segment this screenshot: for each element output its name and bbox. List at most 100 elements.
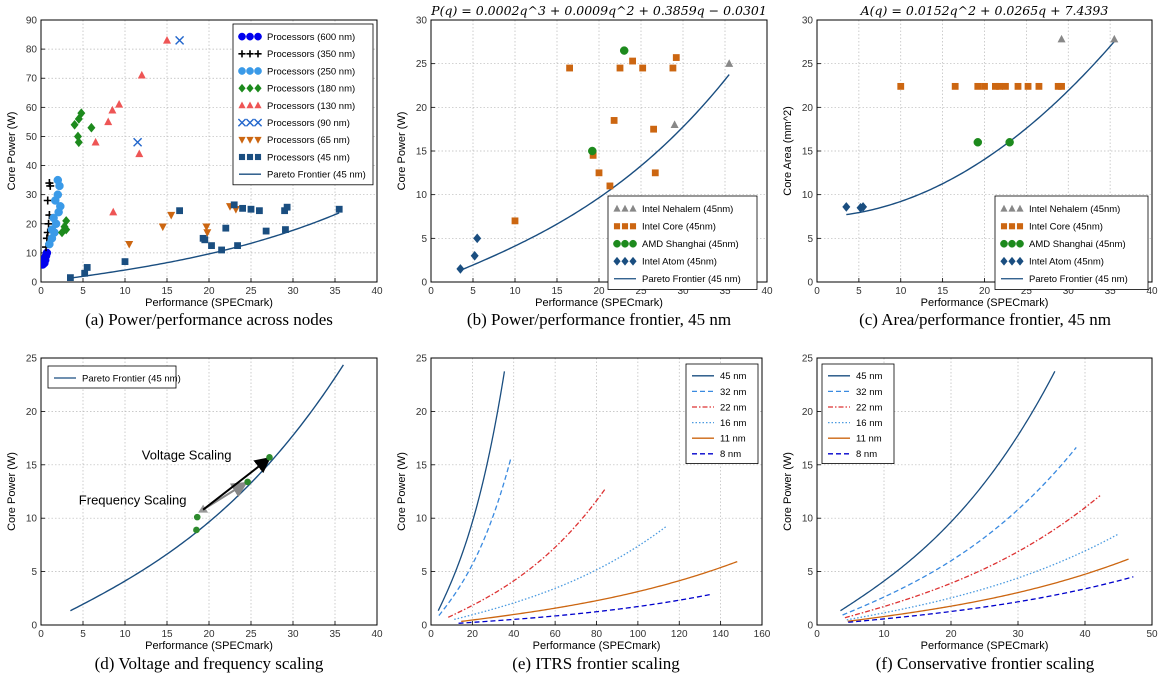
legend-label: Pareto Frontier (45 nm) [267, 170, 366, 181]
legend-marker [254, 153, 262, 161]
legend-marker [1008, 223, 1016, 230]
data-point [121, 258, 129, 266]
legend-label: AMD Shanghai (45nm) [1029, 239, 1126, 250]
series-line-45-nm [437, 371, 506, 611]
legend-marker [238, 50, 246, 58]
legend-label: 11 nm [720, 434, 746, 445]
legend-label: AMD Shanghai (45nm) [642, 239, 739, 250]
x-tick-label: 140 [712, 629, 729, 640]
data-point [1035, 82, 1043, 90]
y-axis-label: Core Area (mm^2) [782, 106, 794, 196]
data-point [91, 137, 100, 146]
y-tick-label: 15 [416, 460, 428, 471]
series-intel-core-45nm- [897, 82, 1065, 90]
y-tick-label: 10 [26, 514, 38, 525]
x-tick-label: 40 [1146, 286, 1158, 297]
x-tick-label: 30 [287, 286, 299, 297]
data-point [43, 196, 52, 205]
x-tick-label: 25 [1021, 286, 1033, 297]
x-tick-label: 40 [371, 629, 383, 640]
chart-f: 0 10 20 30 40 50 0 5 10 15 20 25 Performance (SPECma… [782, 354, 1158, 653]
data-point [44, 219, 53, 228]
data-point [616, 64, 624, 72]
chart-e: 0 20 40 60 80 100 120 140 160 0 5 10 15 20 25 Performan… [396, 354, 771, 653]
x-tick-label: 15 [937, 286, 949, 297]
data-point [41, 258, 49, 268]
x-tick-label: 0 [38, 629, 44, 640]
data-point [595, 169, 603, 177]
y-tick-label: 5 [807, 234, 813, 245]
y-tick-label: 20 [802, 407, 814, 418]
caption-b: (b) Power/performance frontier, 45 nm [467, 310, 731, 329]
data-point [81, 269, 89, 277]
legend-marker [629, 204, 637, 212]
series-processors-90-nm- [133, 35, 185, 147]
y-tick-label: 40 [26, 161, 38, 172]
x-axis-label: Performance (SPECmark) [921, 640, 1049, 652]
legend-label: 32 nm [720, 387, 746, 398]
chart-title: A(q) = 0.0152q^2 + 0.0265q + 7.4393 [860, 3, 1109, 18]
data-point [1024, 82, 1032, 90]
y-tick-label: 25 [416, 59, 428, 70]
data-point [1057, 34, 1066, 43]
data-point [1058, 82, 1065, 90]
x-tick-label: 25 [245, 286, 257, 297]
data-point [996, 82, 1003, 90]
x-tick-label: 30 [287, 629, 299, 640]
data-point [87, 122, 96, 133]
data-point [230, 201, 238, 209]
chart-title: P(q) = 0.0002q^3 + 0.0009q^2 + 0.3859q −… [430, 3, 767, 18]
data-point [281, 207, 288, 215]
series-intel-atom-45nm- [456, 233, 482, 274]
legend-marker [246, 67, 254, 75]
y-tick-label: 0 [421, 621, 427, 632]
data-point [842, 202, 851, 212]
annotation: Frequency Scaling [79, 492, 187, 507]
series-processors-45-nm- [67, 201, 343, 282]
legend: 45 nm 32 nm 22 nm 16 nm 11 nm 8 nm [685, 363, 759, 464]
legend-marker [1016, 239, 1024, 248]
plot-area [456, 46, 734, 274]
legend-marker [238, 32, 246, 41]
legend-label: 45 nm [856, 371, 882, 382]
series-intel-core-45nm- [511, 54, 680, 225]
legend-label: Processors (180 nm) [267, 84, 355, 95]
legend-label: 32 nm [856, 387, 882, 398]
data-point [282, 226, 289, 233]
legend-marker [254, 101, 262, 109]
caption-c: (c) Area/performance frontier, 45 nm [859, 310, 1111, 329]
data-point [175, 35, 185, 45]
annotation: Voltage Scaling [142, 447, 232, 462]
y-tick-label: 25 [26, 354, 38, 365]
data-point [62, 224, 71, 235]
x-tick-label: 5 [80, 286, 86, 297]
x-tick-label: 20 [203, 286, 215, 297]
data-point [629, 57, 636, 65]
data-point [60, 221, 69, 232]
x-tick-label: 0 [428, 629, 434, 640]
y-tick-label: 0 [31, 621, 37, 632]
data-point [991, 82, 999, 90]
legend-label: Pareto Frontier (45 nm) [1029, 274, 1128, 285]
x-tick-label: 25 [635, 286, 647, 297]
data-point [234, 242, 241, 250]
legend-marker [1016, 256, 1024, 266]
data-point [42, 248, 52, 258]
data-point [115, 100, 124, 108]
y-axis-label: Core Power (W) [782, 452, 794, 531]
plot-area [437, 371, 738, 624]
x-axis-label: Performance (SPECmark) [145, 297, 273, 309]
x-tick-label: 25 [245, 629, 257, 640]
data-point [1002, 82, 1009, 90]
data-point [56, 202, 65, 211]
legend-marker [1008, 239, 1016, 248]
y-tick-label: 10 [26, 248, 38, 259]
x-tick-label: 10 [119, 629, 131, 640]
series-line-11-nm [847, 558, 1129, 622]
legend-marker [238, 67, 246, 75]
x-tick-label: 0 [38, 286, 44, 297]
x-tick-label: 30 [677, 286, 689, 297]
y-tick-label: 15 [802, 460, 814, 471]
series-intel-atom-45nm- [842, 202, 868, 213]
plot-area [41, 35, 343, 282]
